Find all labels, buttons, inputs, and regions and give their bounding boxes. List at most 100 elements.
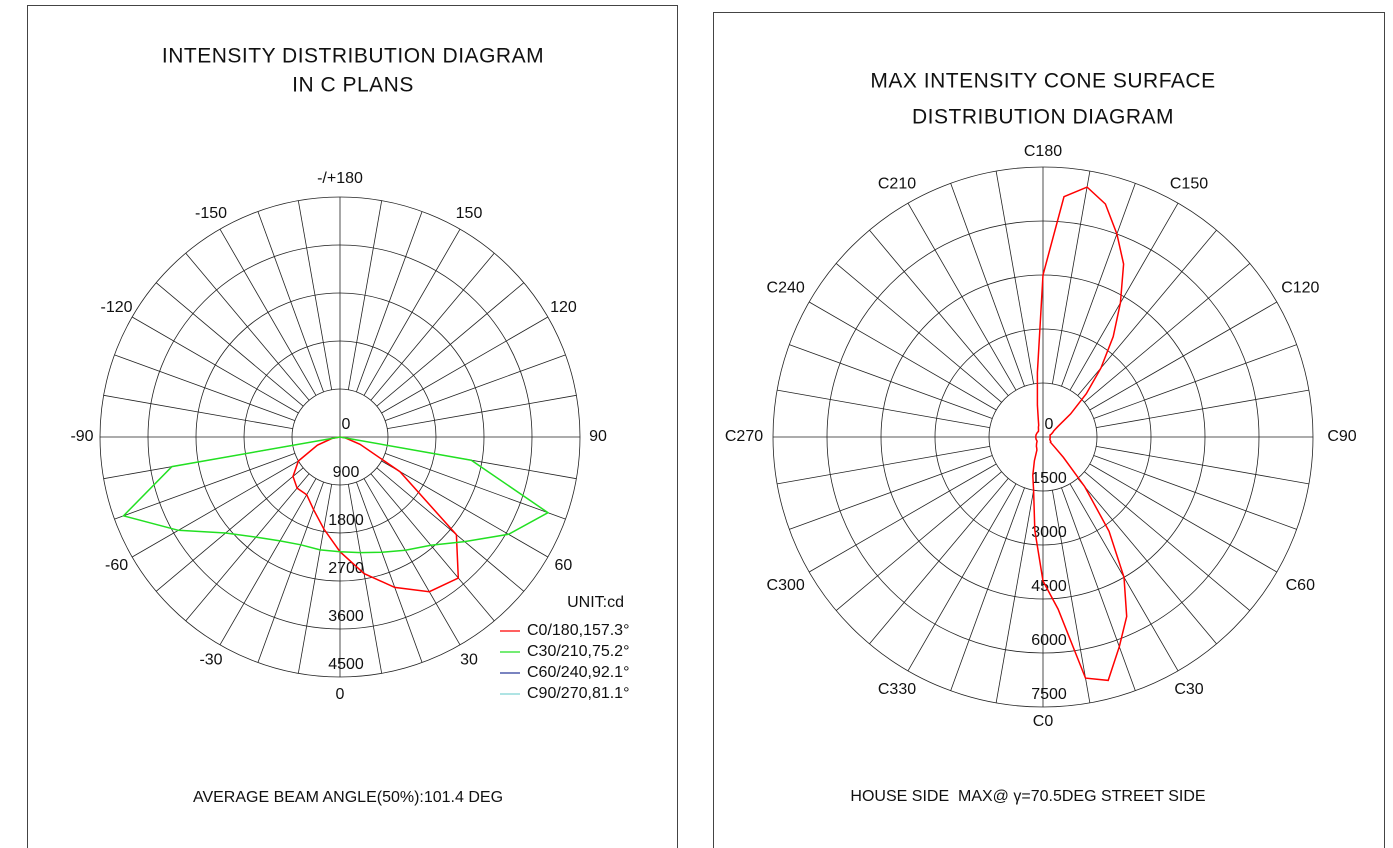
- angle-tick-label: -60: [105, 557, 128, 574]
- spoke: [185, 252, 310, 401]
- r-tick-label: 4500: [328, 656, 364, 673]
- spoke: [789, 344, 993, 419]
- spoke: [155, 282, 304, 407]
- spoke: [777, 389, 990, 429]
- spoke: [219, 478, 317, 646]
- spoke: [257, 481, 324, 663]
- spoke: [1084, 471, 1251, 611]
- spoke: [356, 481, 423, 663]
- r-tick-label: 7500: [1031, 686, 1067, 703]
- spoke: [1061, 183, 1136, 387]
- r-tick-label: 0: [342, 416, 351, 433]
- angle-tick-label: -150: [195, 205, 227, 222]
- angle-tick-label: C330: [878, 681, 916, 698]
- spoke: [950, 487, 1025, 691]
- spoke: [808, 301, 997, 411]
- spoke: [1089, 301, 1278, 411]
- chart-title: MAX INTENSITY CONE SURFACE: [870, 70, 1215, 93]
- legend-label: C30/210,75.2°: [527, 643, 629, 660]
- spoke: [950, 183, 1025, 387]
- angle-tick-label: C240: [767, 280, 805, 297]
- r-tick-label: 1500: [1031, 470, 1067, 487]
- spoke: [1089, 463, 1278, 573]
- spoke: [363, 478, 461, 646]
- spoke: [376, 467, 525, 592]
- spoke: [1061, 487, 1136, 691]
- spoke: [381, 460, 549, 558]
- spoke: [1096, 389, 1309, 429]
- spoke: [835, 263, 1002, 403]
- spoke: [257, 211, 324, 393]
- intensity-curve: [122, 436, 550, 554]
- spoke: [155, 467, 304, 592]
- panel-border: [27, 5, 678, 848]
- spoke: [869, 229, 1009, 396]
- spoke: [370, 473, 495, 622]
- r-tick-label: 4500: [1031, 578, 1067, 595]
- spoke: [131, 460, 299, 558]
- spoke: [370, 252, 495, 401]
- angle-tick-label: -/+180: [317, 170, 363, 187]
- angle-tick-label: C90: [1327, 428, 1356, 445]
- legend-title: UNIT:cd: [567, 594, 624, 611]
- angle-tick-label: 30: [460, 652, 478, 669]
- angle-tick-label: 0: [336, 686, 345, 703]
- footnote: AVERAGE BEAM ANGLE(50%):101.4 DEG: [193, 789, 503, 806]
- spoke: [1051, 490, 1091, 703]
- spoke: [777, 445, 990, 485]
- angle-tick-label: -30: [199, 652, 222, 669]
- panel-border: [713, 12, 1385, 848]
- angle-tick-label: C60: [1286, 577, 1315, 594]
- r-tick-label: 3600: [328, 608, 364, 625]
- spoke: [376, 282, 525, 407]
- r-tick-label: 900: [333, 464, 360, 481]
- angle-tick-label: C210: [878, 175, 916, 192]
- spoke: [297, 200, 333, 390]
- angle-tick-label: 90: [589, 428, 607, 445]
- angle-tick-label: C270: [725, 428, 763, 445]
- spoke: [387, 394, 577, 430]
- spoke: [297, 484, 333, 674]
- spoke: [219, 228, 317, 396]
- angle-tick-label: C30: [1174, 681, 1203, 698]
- spoke: [789, 455, 993, 530]
- angle-tick-label: C0: [1033, 713, 1054, 730]
- r-tick-label: 3000: [1031, 524, 1067, 541]
- spoke: [347, 484, 383, 674]
- angle-tick-label: 60: [555, 557, 573, 574]
- legend-label: C0/180,157.3°: [527, 622, 629, 639]
- spoke: [907, 202, 1017, 391]
- spoke: [907, 483, 1017, 672]
- spoke: [363, 228, 461, 396]
- legend-label: C90/270,81.1°: [527, 685, 629, 702]
- spoke: [869, 478, 1009, 645]
- spoke: [995, 171, 1035, 384]
- angle-tick-label: -120: [101, 299, 133, 316]
- spoke: [347, 200, 383, 390]
- spoke: [131, 316, 299, 414]
- spoke: [1096, 445, 1309, 485]
- spoke: [384, 354, 566, 421]
- r-tick-label: 1800: [328, 512, 364, 529]
- spoke: [995, 490, 1035, 703]
- angle-tick-label: C180: [1024, 143, 1062, 160]
- spoke: [1093, 344, 1297, 419]
- chart-title: INTENSITY DISTRIBUTION DIAGRAM: [162, 45, 544, 68]
- spoke: [1069, 202, 1179, 391]
- intensity-curve: [1032, 186, 1128, 682]
- r-tick-label: 6000: [1031, 632, 1067, 649]
- footnote: HOUSE SIDE MAX@ γ=70.5DEG STREET SIDE: [850, 788, 1205, 805]
- spoke: [1084, 263, 1251, 403]
- spoke: [808, 463, 997, 573]
- spoke: [114, 453, 296, 520]
- spoke: [114, 354, 296, 421]
- angle-tick-label: -90: [70, 428, 93, 445]
- spoke: [1093, 455, 1297, 530]
- spoke: [1077, 478, 1217, 645]
- spoke: [835, 471, 1002, 611]
- r-tick-label: 0: [1045, 416, 1054, 433]
- spoke: [384, 453, 566, 520]
- chart-title: IN C PLANS: [292, 74, 414, 97]
- angle-tick-label: C300: [767, 577, 805, 594]
